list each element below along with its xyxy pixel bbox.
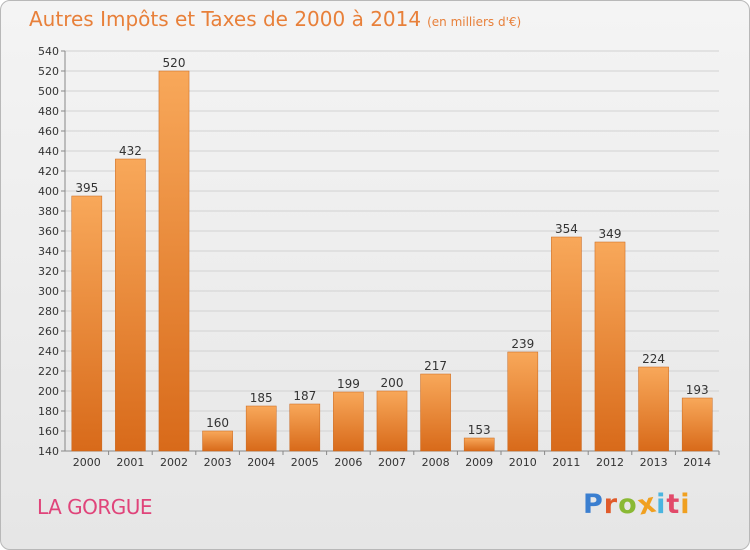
bar-2002 xyxy=(158,70,190,452)
x-tick-label: 2013 xyxy=(640,456,668,469)
y-tick-label: 400 xyxy=(38,185,59,198)
location-name: LA GORGUE xyxy=(37,495,153,519)
y-tick-label: 480 xyxy=(38,105,59,118)
data-label: 395 xyxy=(75,181,98,195)
y-tick-label: 420 xyxy=(38,165,59,178)
y-tick-label: 520 xyxy=(38,65,59,78)
data-label: 200 xyxy=(381,376,404,390)
logo-letter: i xyxy=(680,489,691,520)
logo-letter: P xyxy=(583,489,604,520)
chart-subtitle: (en milliers d'€) xyxy=(427,15,522,29)
x-tick-label: 2000 xyxy=(73,456,101,469)
x-tick-label: 2009 xyxy=(465,456,493,469)
y-tick-label: 300 xyxy=(38,285,59,298)
data-label: 193 xyxy=(686,383,709,397)
y-tick-label: 200 xyxy=(38,385,59,398)
data-label: 199 xyxy=(337,377,360,391)
labels: 140 160 180 200 220 240 260 280 300 320 340 360 380 4… xyxy=(38,45,711,469)
data-label: 153 xyxy=(468,423,491,437)
x-tick-label: 2014 xyxy=(683,456,711,469)
x-tick-label: 2001 xyxy=(116,456,144,469)
x-tick-label: 2012 xyxy=(596,456,624,469)
bar-2007 xyxy=(376,390,408,452)
bar-2005 xyxy=(289,403,321,452)
logo-letter: i xyxy=(656,489,667,520)
data-label: 354 xyxy=(555,222,578,236)
bar-2010 xyxy=(507,351,539,452)
data-label: 239 xyxy=(511,337,534,351)
x-tick-label: 2011 xyxy=(552,456,580,469)
logo-letter: o xyxy=(618,489,638,520)
y-tick-label: 440 xyxy=(38,145,59,158)
x-tick-label: 2003 xyxy=(204,456,232,469)
y-tick-label: 340 xyxy=(38,245,59,258)
x-tick-label: 2002 xyxy=(160,456,188,469)
bar-2013 xyxy=(638,366,669,452)
proxiti-logo: Proxiti xyxy=(583,487,691,521)
y-tick-label: 180 xyxy=(38,405,59,418)
bar-2012 xyxy=(594,241,626,452)
bar-2011 xyxy=(551,236,582,452)
data-label: 349 xyxy=(599,227,622,241)
y-tick-label: 500 xyxy=(38,85,59,98)
x-tick-label: 2006 xyxy=(334,456,362,469)
data-label: 160 xyxy=(206,416,229,430)
bar-2014 xyxy=(681,397,713,452)
bar-2001 xyxy=(115,158,146,452)
x-tick-label: 2008 xyxy=(422,456,450,469)
bars xyxy=(71,70,713,452)
y-tick-label: 240 xyxy=(38,345,59,358)
y-tick-label: 280 xyxy=(38,305,59,318)
y-tick-label: 540 xyxy=(38,45,59,58)
data-label: 432 xyxy=(119,144,142,158)
bar-2006 xyxy=(333,391,364,452)
x-tick-label: 2007 xyxy=(378,456,406,469)
data-label: 224 xyxy=(642,352,665,366)
x-tick-label: 2010 xyxy=(509,456,537,469)
logo-letter: t xyxy=(666,489,681,520)
bar-2004 xyxy=(245,405,277,452)
y-tick-label: 320 xyxy=(38,265,59,278)
bar-2008 xyxy=(420,373,451,452)
x-tick-label: 2004 xyxy=(247,456,275,469)
y-tick-label: 220 xyxy=(38,365,59,378)
bar-2000 xyxy=(71,195,103,452)
data-label: 185 xyxy=(250,391,273,405)
chart-title: Autres Impôts et Taxes de 2000 à 2014 (en… xyxy=(29,7,522,31)
y-tick-label: 460 xyxy=(38,125,59,138)
logo-letter: r xyxy=(603,489,619,520)
y-tick-label: 260 xyxy=(38,325,59,338)
data-label: 187 xyxy=(293,389,316,403)
x-tick-label: 2005 xyxy=(291,456,319,469)
bar-2003 xyxy=(202,430,233,452)
y-tick-label: 160 xyxy=(38,425,59,438)
bar-2009 xyxy=(463,437,495,452)
y-tick-label: 360 xyxy=(38,225,59,238)
data-label: 520 xyxy=(163,56,186,70)
data-label: 217 xyxy=(424,359,447,373)
y-tick-label: 140 xyxy=(38,445,59,458)
y-tick-label: 380 xyxy=(38,205,59,218)
